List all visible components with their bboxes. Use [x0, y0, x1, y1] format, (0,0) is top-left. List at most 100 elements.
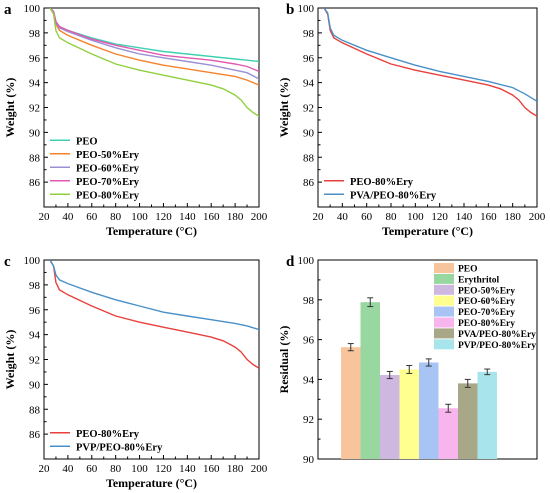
panel-c-ytick-label: 98 — [29, 280, 41, 292]
panel-c-ytick-label: 90 — [29, 379, 41, 391]
panel-b-legend-label: PVA/PEO-80%Ery — [350, 190, 437, 201]
panel-a-series-line-2 — [49, 8, 259, 80]
panel-a-legend-label: PEO — [76, 136, 98, 147]
panel-d-chart: d 90 92 94 96 98 100 Residual (%) PEOErythritol… — [277, 254, 538, 466]
panel-d-bar-7 — [477, 371, 497, 459]
panel-b-xtick-label: 80 — [386, 211, 398, 223]
panel-c-ytick-label: 86 — [29, 429, 41, 441]
panel-a-xtick-label: 100 — [131, 211, 148, 223]
panel-c-xtick-label: 60 — [86, 463, 98, 475]
panel-b-xtick-label: 100 — [407, 211, 424, 223]
panel-d-legend-swatch — [434, 328, 454, 339]
panel-b-xtick-label: 200 — [529, 211, 546, 223]
panel-a-legend-label: PEO-50%Ery — [76, 150, 140, 161]
panel-b-letter: b — [286, 2, 294, 18]
panel-c-letter: c — [4, 254, 11, 270]
panel-c-xtick-label: 120 — [155, 463, 172, 475]
panel-d-legend-swatch — [434, 339, 454, 350]
panel-a-series-line-4 — [49, 8, 259, 117]
panel-b-series-line-1 — [323, 8, 537, 102]
panel-d-bar-6 — [458, 383, 478, 459]
panel-d-legend-label: Erythritol — [458, 275, 500, 285]
panel-d-bar-3 — [399, 369, 419, 459]
panel-c-ytick-label: 100 — [24, 255, 41, 267]
panel-c-ytick-label: 94 — [29, 330, 41, 342]
panel-c-xtick-label: 200 — [251, 463, 268, 475]
panel-b-ytick-label: 90 — [303, 127, 315, 139]
panel-c-xtick-label: 40 — [62, 463, 74, 475]
panel-a-xtick-label: 160 — [203, 211, 220, 223]
panel-b-ylabel: Weight (%) — [277, 78, 291, 138]
panel-d-legend-label: PEO-70%Ery — [458, 308, 515, 318]
panel-d-bar-5 — [438, 408, 458, 459]
panel-a-ytick-label: 94 — [29, 78, 41, 90]
panel-d-legend-swatch — [434, 306, 454, 317]
panel-c-xtick-label: 160 — [203, 463, 220, 475]
panel-d-legend-swatch — [434, 284, 454, 295]
panel-c-ytick-label: 88 — [29, 404, 41, 416]
panel-b-xtick-label: 60 — [361, 211, 373, 223]
panel-a-xlabel: Temperature (°C) — [106, 224, 197, 238]
panel-c-legend-label: PEO-80%Ery — [76, 429, 140, 440]
panel-a-legend-label: PEO-60%Ery — [76, 163, 140, 174]
panel-b-xtick-label: 140 — [456, 211, 473, 223]
panel-b-series-line-0 — [323, 8, 537, 117]
panel-a-xtick-label: 20 — [39, 211, 51, 223]
panel-d-bar-0 — [341, 347, 361, 459]
panel-a-legend-label: PEO-70%Ery — [76, 177, 140, 188]
panel-b-xtick-label: 20 — [313, 211, 325, 223]
panel-d-ytick-label: 98 — [303, 295, 315, 307]
panel-c-ylabel: Weight (%) — [3, 330, 17, 390]
panel-b-ytick-label: 86 — [303, 177, 315, 189]
panel-a-xtick-label: 200 — [251, 211, 268, 223]
panel-c-xtick-label: 100 — [131, 463, 148, 475]
panel-d-legend-label: PEO-50%Ery — [458, 286, 515, 296]
panel-b-ytick-label: 88 — [303, 152, 315, 164]
panel-b-xtick-label: 180 — [504, 211, 521, 223]
panel-b-ytick-label: 98 — [303, 28, 315, 40]
panel-d-legend-label: PEO-80%Ery — [458, 319, 515, 329]
panel-a-ytick-label: 90 — [29, 127, 41, 139]
panel-d-legend-swatch — [434, 273, 454, 284]
panel-a-ytick-label: 100 — [24, 3, 41, 15]
panel-c-series-line-0 — [49, 260, 259, 369]
panel-a-legend-label: PEO-80%Ery — [76, 190, 140, 201]
panel-a-xtick-label: 140 — [179, 211, 196, 223]
panel-d-ytick-label: 100 — [298, 255, 315, 267]
panel-c-xtick-label: 20 — [39, 463, 51, 475]
panel-a-series-line-1 — [49, 8, 259, 86]
panel-a-ytick-label: 98 — [29, 28, 41, 40]
panel-d-legend-label: PEO — [458, 265, 478, 275]
panel-b-ytick-label: 94 — [303, 78, 315, 90]
panel-d-ytick-label: 94 — [303, 374, 315, 386]
panel-b-ytick-label: 92 — [303, 103, 314, 115]
panel-d-legend-label: PVP/PEO-80%Ery — [458, 341, 536, 351]
panel-c-chart: c 86 88 90 92 94 96 98 100 Weight (%) 20 40 60 80 100… — [3, 254, 268, 490]
panel-d-legend-swatch — [434, 295, 454, 306]
panel-c-xtick-label: 180 — [227, 463, 244, 475]
panel-b-chart: b 86 88 90 92 94 96 98 100 Weight (%) 20 40 60 80 100… — [277, 2, 546, 238]
panel-a-ytick-label: 92 — [29, 103, 40, 115]
panel-d-bar-2 — [380, 375, 400, 459]
panel-a-letter: a — [4, 2, 12, 18]
panel-c-ytick-label: 92 — [29, 355, 40, 367]
panel-d-bar-1 — [360, 302, 380, 459]
panel-c-xtick-label: 140 — [179, 463, 196, 475]
panel-d-ytick-label: 92 — [303, 414, 314, 426]
panel-b-xtick-label: 40 — [337, 211, 349, 223]
panel-c-xtick-label: 80 — [110, 463, 122, 475]
panel-c-xlabel: Temperature (°C) — [106, 476, 197, 490]
panel-d-ytick-label: 96 — [303, 335, 315, 347]
panel-a-ytick-label: 88 — [29, 152, 41, 164]
panel-a-xtick-label: 40 — [62, 211, 74, 223]
panel-a-ytick-label: 86 — [29, 177, 41, 189]
panel-d-letter: d — [286, 254, 295, 270]
panel-d-legend-swatch — [434, 317, 454, 328]
panel-c-legend-label: PVP/PEO-80%Ery — [76, 442, 163, 453]
panel-a-ylabel: Weight (%) — [3, 78, 17, 138]
panel-d-ytick-label: 90 — [303, 454, 315, 466]
panel-b-legend-label: PEO-80%Ery — [350, 177, 414, 188]
panel-b-xlabel: Temperature (°C) — [382, 224, 473, 238]
panel-d-legend-swatch — [434, 263, 454, 273]
